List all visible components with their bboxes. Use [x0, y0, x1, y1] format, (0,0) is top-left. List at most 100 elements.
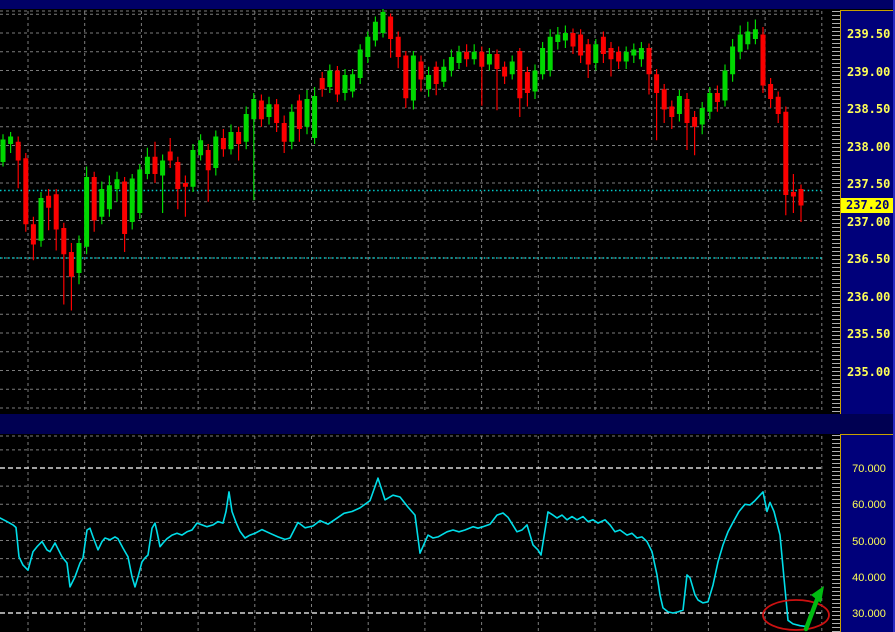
candle-body	[456, 51, 462, 63]
up-arrow-head[interactable]	[811, 586, 824, 603]
candle-body	[555, 34, 561, 42]
candle-body	[593, 44, 599, 63]
candle-body	[707, 93, 713, 112]
candle-body	[547, 36, 553, 71]
candle-body	[380, 12, 386, 33]
candle-body	[410, 55, 416, 101]
candle-body	[15, 141, 21, 161]
price-axis-label: 239.50	[847, 27, 891, 41]
candle-body	[684, 99, 690, 123]
candle-body	[236, 132, 242, 144]
candle-body	[213, 136, 219, 168]
candle-body	[289, 111, 295, 142]
candle-body	[160, 160, 166, 176]
candle-body	[730, 46, 736, 75]
price-axis-label: 236.50	[847, 252, 891, 266]
candle-body	[608, 48, 614, 60]
candle-body	[38, 198, 44, 241]
candle-body	[198, 140, 204, 156]
price-axis-label: 238.00	[847, 139, 891, 154]
price-axis-ticks	[832, 11, 840, 413]
candle-body	[790, 192, 796, 197]
candle-body	[388, 16, 394, 39]
candle-body	[418, 61, 424, 80]
candle-body	[448, 57, 454, 71]
candle-body	[638, 48, 644, 60]
price-axis-label: 236.00	[847, 289, 891, 304]
candle-body	[23, 158, 29, 225]
candle-body	[182, 183, 188, 187]
candle-body	[281, 123, 287, 142]
indicator-axis-label: 30.000	[852, 608, 886, 620]
candle-body	[714, 93, 720, 102]
panel-divider[interactable]	[0, 414, 895, 434]
candle-body	[205, 150, 211, 171]
candle-body	[76, 243, 82, 273]
candle-body	[350, 74, 356, 92]
candle-body	[775, 96, 781, 114]
candle-body	[8, 136, 14, 144]
highlight-ellipse[interactable]	[762, 599, 830, 631]
candle-body	[600, 36, 606, 54]
candle-body	[562, 33, 568, 41]
indicator-axis-label: 60.000	[852, 499, 886, 512]
candle-body	[654, 74, 660, 93]
candle-body	[752, 29, 758, 39]
candle-body	[737, 34, 743, 52]
candle-body	[479, 51, 485, 67]
candle-body	[296, 100, 302, 129]
candle-body	[502, 66, 508, 77]
candle-body	[167, 151, 173, 161]
indicator-axis-label: 50.000	[852, 535, 886, 548]
candle-body	[30, 224, 36, 245]
candle-body	[570, 33, 576, 47]
candle-body	[524, 72, 530, 93]
candle-body	[220, 138, 226, 150]
candle-body	[494, 54, 500, 69]
candle-body	[509, 61, 515, 75]
candle-body	[768, 84, 774, 99]
price-axis-label: 239.00	[847, 64, 891, 79]
candle-body	[251, 99, 257, 120]
up-arrow-shaft[interactable]	[803, 594, 821, 632]
candle-body	[585, 44, 591, 65]
price-axis-label: 237.00	[847, 214, 891, 229]
current-price-tag: 237.20	[841, 198, 894, 213]
candle-body	[53, 194, 59, 230]
candle-body	[0, 139, 6, 162]
candle-body	[175, 162, 181, 189]
title-strip	[0, 0, 895, 9]
candle-body	[144, 156, 150, 174]
candle-body	[190, 150, 196, 187]
candle-body	[327, 70, 333, 87]
candle-body	[578, 34, 584, 56]
indicator-axis-scale[interactable]: 70.000 60.000 50.000 40.000 30.000	[840, 434, 894, 632]
candle-body	[91, 177, 97, 221]
candle-body	[783, 111, 789, 195]
candle-body	[798, 189, 804, 206]
candle-body	[129, 178, 135, 222]
candle-body	[517, 51, 523, 99]
candle-body	[699, 108, 705, 125]
candle-body	[464, 51, 470, 60]
candle-body	[616, 51, 622, 62]
candle-body	[228, 132, 234, 150]
candle-body	[669, 106, 675, 117]
candle-body	[646, 48, 652, 75]
price-axis-label: 237.50	[847, 177, 891, 191]
candle-body	[365, 36, 371, 57]
candle-body	[304, 99, 310, 127]
candle-body	[106, 185, 112, 210]
candle-body	[676, 96, 682, 114]
candle-body	[99, 189, 105, 217]
candle-body	[426, 75, 432, 90]
candle-body	[540, 48, 546, 75]
oscillator-line	[0, 477, 807, 628]
candle-body	[334, 70, 340, 95]
candle-body	[372, 21, 378, 41]
candle-body	[745, 31, 751, 45]
candle-body	[661, 89, 667, 110]
candle-body	[403, 55, 409, 99]
